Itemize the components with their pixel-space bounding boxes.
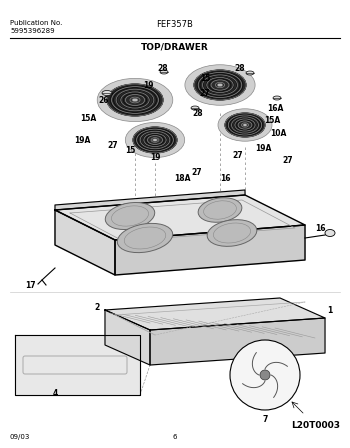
Polygon shape (55, 210, 115, 275)
Text: 1: 1 (327, 306, 332, 314)
Text: 18A: 18A (174, 173, 190, 182)
Text: 19: 19 (143, 81, 153, 90)
Ellipse shape (105, 202, 155, 229)
Text: 10A: 10A (270, 129, 286, 138)
Text: 15: 15 (125, 146, 135, 155)
Text: 4: 4 (52, 388, 58, 397)
Ellipse shape (218, 109, 272, 141)
Ellipse shape (160, 70, 168, 74)
Polygon shape (55, 190, 245, 210)
Text: 6: 6 (173, 434, 177, 440)
Polygon shape (150, 318, 325, 365)
Ellipse shape (153, 138, 158, 142)
Text: 15A: 15A (264, 116, 280, 125)
Ellipse shape (194, 70, 246, 100)
Ellipse shape (117, 224, 173, 253)
Polygon shape (105, 310, 150, 365)
Text: 15: 15 (200, 73, 210, 82)
Ellipse shape (107, 84, 163, 116)
Polygon shape (115, 225, 305, 275)
Ellipse shape (217, 83, 223, 86)
Text: 28: 28 (193, 108, 203, 117)
Text: 27: 27 (233, 151, 243, 159)
Ellipse shape (225, 113, 265, 137)
Text: 7: 7 (262, 415, 268, 425)
Text: FEF357B: FEF357B (156, 20, 194, 29)
Text: 27: 27 (108, 141, 118, 150)
Text: 16A: 16A (267, 103, 283, 112)
Text: 27: 27 (200, 89, 210, 98)
Ellipse shape (246, 71, 254, 75)
Text: 16: 16 (220, 173, 230, 182)
Text: 19: 19 (150, 152, 160, 161)
Text: 16: 16 (315, 224, 325, 233)
Ellipse shape (97, 78, 173, 121)
Text: 5995396289: 5995396289 (10, 28, 55, 34)
Ellipse shape (207, 220, 257, 246)
Text: TOP/DRAWER: TOP/DRAWER (141, 42, 209, 51)
Ellipse shape (132, 98, 138, 102)
Ellipse shape (273, 96, 281, 100)
Polygon shape (55, 195, 305, 240)
Ellipse shape (191, 106, 199, 110)
Text: 28: 28 (235, 64, 245, 73)
Text: Publication No.: Publication No. (10, 20, 62, 26)
Circle shape (230, 340, 300, 410)
Text: 27: 27 (283, 155, 293, 164)
Polygon shape (15, 335, 140, 395)
Text: 26: 26 (99, 95, 109, 104)
Ellipse shape (243, 124, 247, 126)
Text: 15A: 15A (80, 113, 96, 122)
Text: 28: 28 (158, 64, 168, 73)
Ellipse shape (325, 229, 335, 237)
Text: 19A: 19A (74, 135, 90, 145)
Text: 19A: 19A (255, 143, 271, 152)
Text: L20T0003: L20T0003 (291, 421, 340, 430)
Circle shape (260, 370, 270, 380)
Text: 2: 2 (94, 302, 100, 311)
Text: 27: 27 (192, 168, 202, 177)
Ellipse shape (185, 65, 255, 105)
Ellipse shape (102, 90, 112, 95)
Text: 09/03: 09/03 (10, 434, 30, 440)
Ellipse shape (133, 127, 177, 153)
Ellipse shape (198, 198, 242, 222)
Polygon shape (105, 298, 325, 330)
Text: 17: 17 (25, 280, 35, 289)
Ellipse shape (125, 122, 185, 158)
